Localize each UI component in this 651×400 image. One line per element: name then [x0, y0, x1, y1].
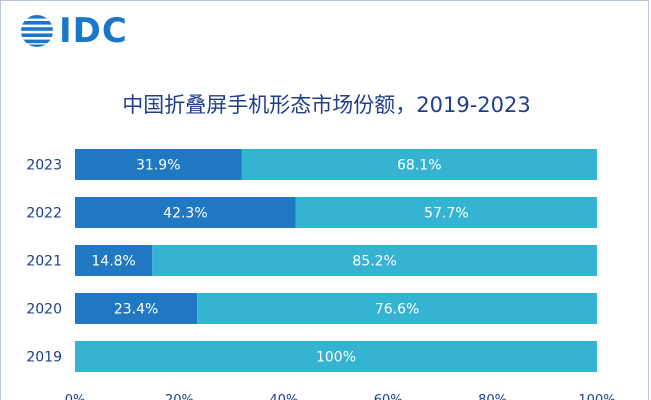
- category-label: 2022: [26, 206, 62, 222]
- bar-segment: [75, 293, 198, 324]
- category-label: 2020: [26, 302, 62, 318]
- category-label: 2023: [26, 158, 62, 174]
- bar-segment: [75, 245, 153, 276]
- bar-segment: [152, 245, 598, 276]
- data-label: 23.4%: [114, 302, 158, 318]
- x-tick-label: 60%: [374, 393, 403, 400]
- x-tick-label: 80%: [478, 393, 507, 400]
- data-label: 68.1%: [397, 158, 441, 174]
- bar-segment: [75, 149, 242, 180]
- x-tick-label: 40%: [269, 393, 298, 400]
- globe-icon: [21, 15, 53, 47]
- category-label: 2019: [26, 350, 62, 366]
- x-tick-label: 100%: [578, 393, 615, 400]
- category-label: 2021: [26, 254, 62, 270]
- chart-title: 中国折叠屏手机形态市场份额，2019-2023: [122, 93, 531, 117]
- bar-segment: [197, 293, 597, 324]
- bar-segment: [75, 197, 296, 228]
- idc-logo: IDC: [19, 13, 128, 49]
- bar-segment: [75, 341, 597, 372]
- data-label: 57.7%: [424, 206, 468, 222]
- data-label: 14.8%: [91, 254, 135, 270]
- data-label: 42.3%: [163, 206, 207, 222]
- data-label: 85.2%: [352, 254, 396, 270]
- data-label: 31.9%: [136, 158, 180, 174]
- logo-text: IDC: [59, 11, 128, 51]
- data-label: 100%: [316, 350, 356, 366]
- bar-segment: [241, 149, 597, 180]
- bar-segment: [295, 197, 597, 228]
- data-label: 76.6%: [375, 302, 419, 318]
- x-tick-label: 0%: [65, 393, 86, 400]
- x-tick-label: 20%: [165, 393, 194, 400]
